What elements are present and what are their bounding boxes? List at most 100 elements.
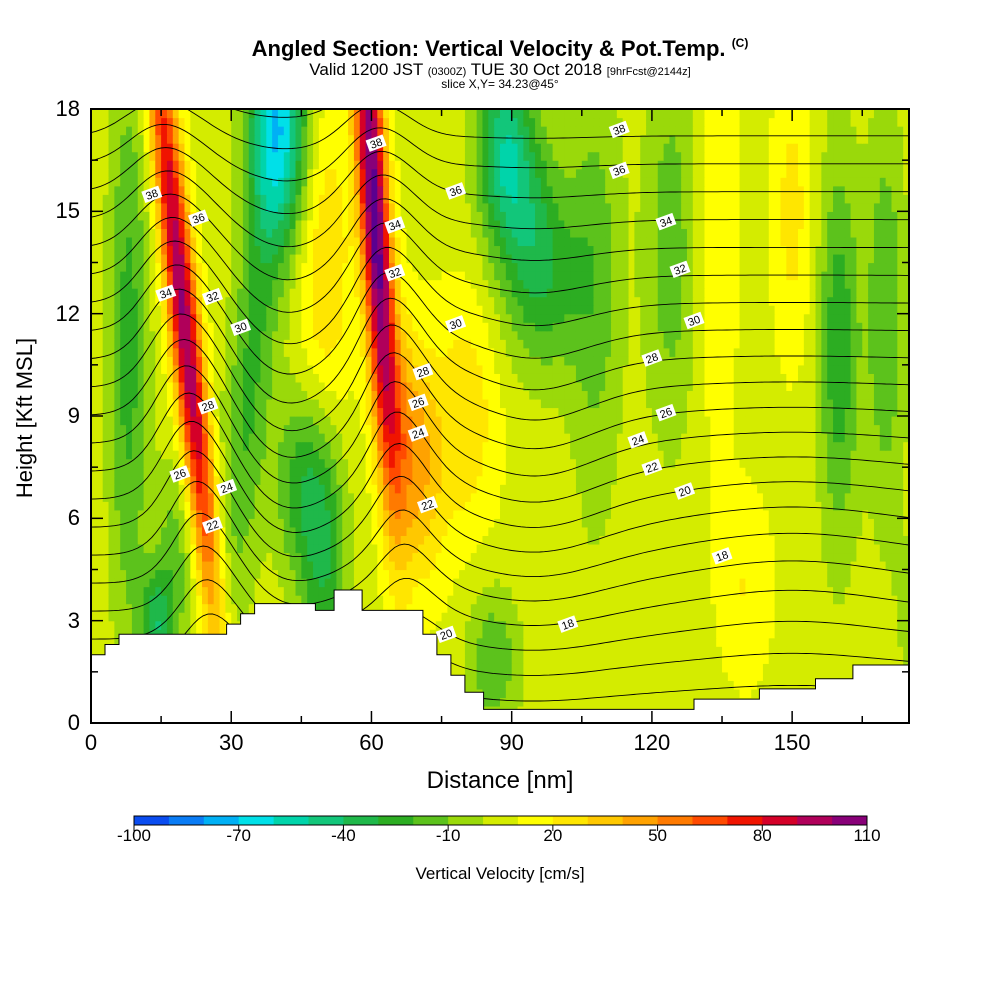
velocity-cell (780, 526, 787, 536)
velocity-cell (803, 450, 811, 460)
velocity-cell (277, 416, 285, 426)
velocity-cell (96, 595, 104, 605)
velocity-cell (622, 603, 630, 613)
velocity-cell (184, 586, 191, 596)
velocity-cell (511, 501, 519, 511)
velocity-cell (277, 475, 285, 485)
velocity-cell (611, 433, 618, 443)
velocity-cell (441, 569, 449, 579)
velocity-cell (710, 509, 717, 519)
velocity-cell (815, 637, 822, 647)
velocity-cell (751, 680, 758, 690)
velocity-cell (470, 560, 478, 571)
velocity-cell (897, 569, 904, 579)
velocity-cell (371, 526, 378, 536)
velocity-cell (716, 509, 723, 519)
velocity-cell (815, 509, 822, 519)
velocity-cell (727, 441, 735, 451)
velocity-cell (505, 646, 513, 656)
velocity-cell (722, 620, 729, 630)
velocity-cell (131, 492, 139, 502)
velocity-cell (248, 433, 256, 443)
velocity-cell (873, 526, 881, 536)
velocity-cell (570, 680, 577, 690)
velocity-cell (821, 433, 828, 443)
velocity-cell (441, 509, 449, 519)
velocity-cell (330, 416, 337, 426)
velocity-cell (505, 484, 513, 494)
velocity-cell (844, 501, 852, 511)
velocity-cell (441, 612, 449, 622)
velocity-cell (774, 680, 782, 690)
velocity-cell (184, 629, 191, 639)
velocity-cell (207, 501, 215, 511)
velocity-cell (91, 484, 98, 494)
velocity-cell (196, 433, 203, 443)
velocity-cell (733, 484, 741, 494)
velocity-cell (704, 450, 711, 460)
velocity-cell (102, 552, 110, 562)
velocity-cell (581, 697, 589, 707)
velocity-cell (213, 467, 221, 477)
velocity-cell (646, 441, 653, 451)
velocity-cell (295, 441, 302, 451)
velocity-cell (464, 586, 472, 596)
velocity-cell (768, 680, 776, 690)
velocity-cell (681, 569, 688, 579)
velocity-cell (283, 424, 291, 434)
velocity-cell (751, 612, 758, 622)
velocity-cell (692, 424, 700, 434)
velocity-cell (365, 552, 373, 562)
velocity-cell (114, 543, 121, 554)
velocity-cell (640, 458, 647, 468)
velocity-cell (429, 441, 437, 451)
velocity-cell (441, 578, 449, 588)
velocity-cell (102, 424, 110, 434)
velocity-cell (517, 586, 524, 596)
velocity-cell (96, 424, 104, 434)
velocity-cell (681, 697, 688, 707)
velocity-cell (102, 526, 110, 536)
velocity-cell (616, 697, 624, 707)
velocity-cell (885, 424, 893, 434)
velocity-cell (324, 424, 332, 434)
velocity-cell (803, 535, 811, 545)
velocity-cell (838, 560, 846, 571)
velocity-cell (634, 612, 641, 622)
velocity-cell (108, 637, 115, 647)
velocity-cell (762, 501, 770, 511)
velocity-cell (570, 424, 577, 434)
velocity-cell (318, 569, 326, 579)
velocity-cell (698, 526, 706, 536)
velocity-cell (809, 663, 817, 673)
velocity-cell (400, 433, 408, 443)
velocity-cell (523, 424, 530, 434)
velocity-cell (91, 518, 98, 528)
subtitle-slice: slice X,Y= 34.23@45° (441, 77, 559, 91)
velocity-cell (406, 569, 413, 579)
velocity-cell (447, 492, 454, 502)
velocity-cell (295, 586, 302, 596)
velocity-cell (757, 654, 764, 664)
velocity-cell (418, 560, 425, 571)
velocity-cell (330, 475, 337, 485)
velocity-cell (862, 654, 869, 664)
velocity-cell (318, 416, 326, 426)
velocity-cell (470, 484, 478, 494)
velocity-cell (762, 518, 770, 528)
velocity-cell (611, 680, 618, 690)
velocity-cell (377, 467, 384, 477)
velocity-cell (225, 492, 232, 502)
velocity-cell (108, 518, 115, 528)
velocity-cell (733, 595, 741, 605)
velocity-cell (453, 484, 460, 494)
velocity-cell (716, 688, 723, 699)
velocity-cell (184, 595, 191, 605)
velocity-cell (400, 501, 408, 511)
velocity-cell (254, 543, 262, 554)
velocity-cell (412, 578, 419, 588)
velocity-cell (161, 441, 168, 451)
velocity-cell (412, 595, 419, 605)
velocity-cell (751, 578, 758, 588)
velocity-cell (663, 560, 671, 571)
